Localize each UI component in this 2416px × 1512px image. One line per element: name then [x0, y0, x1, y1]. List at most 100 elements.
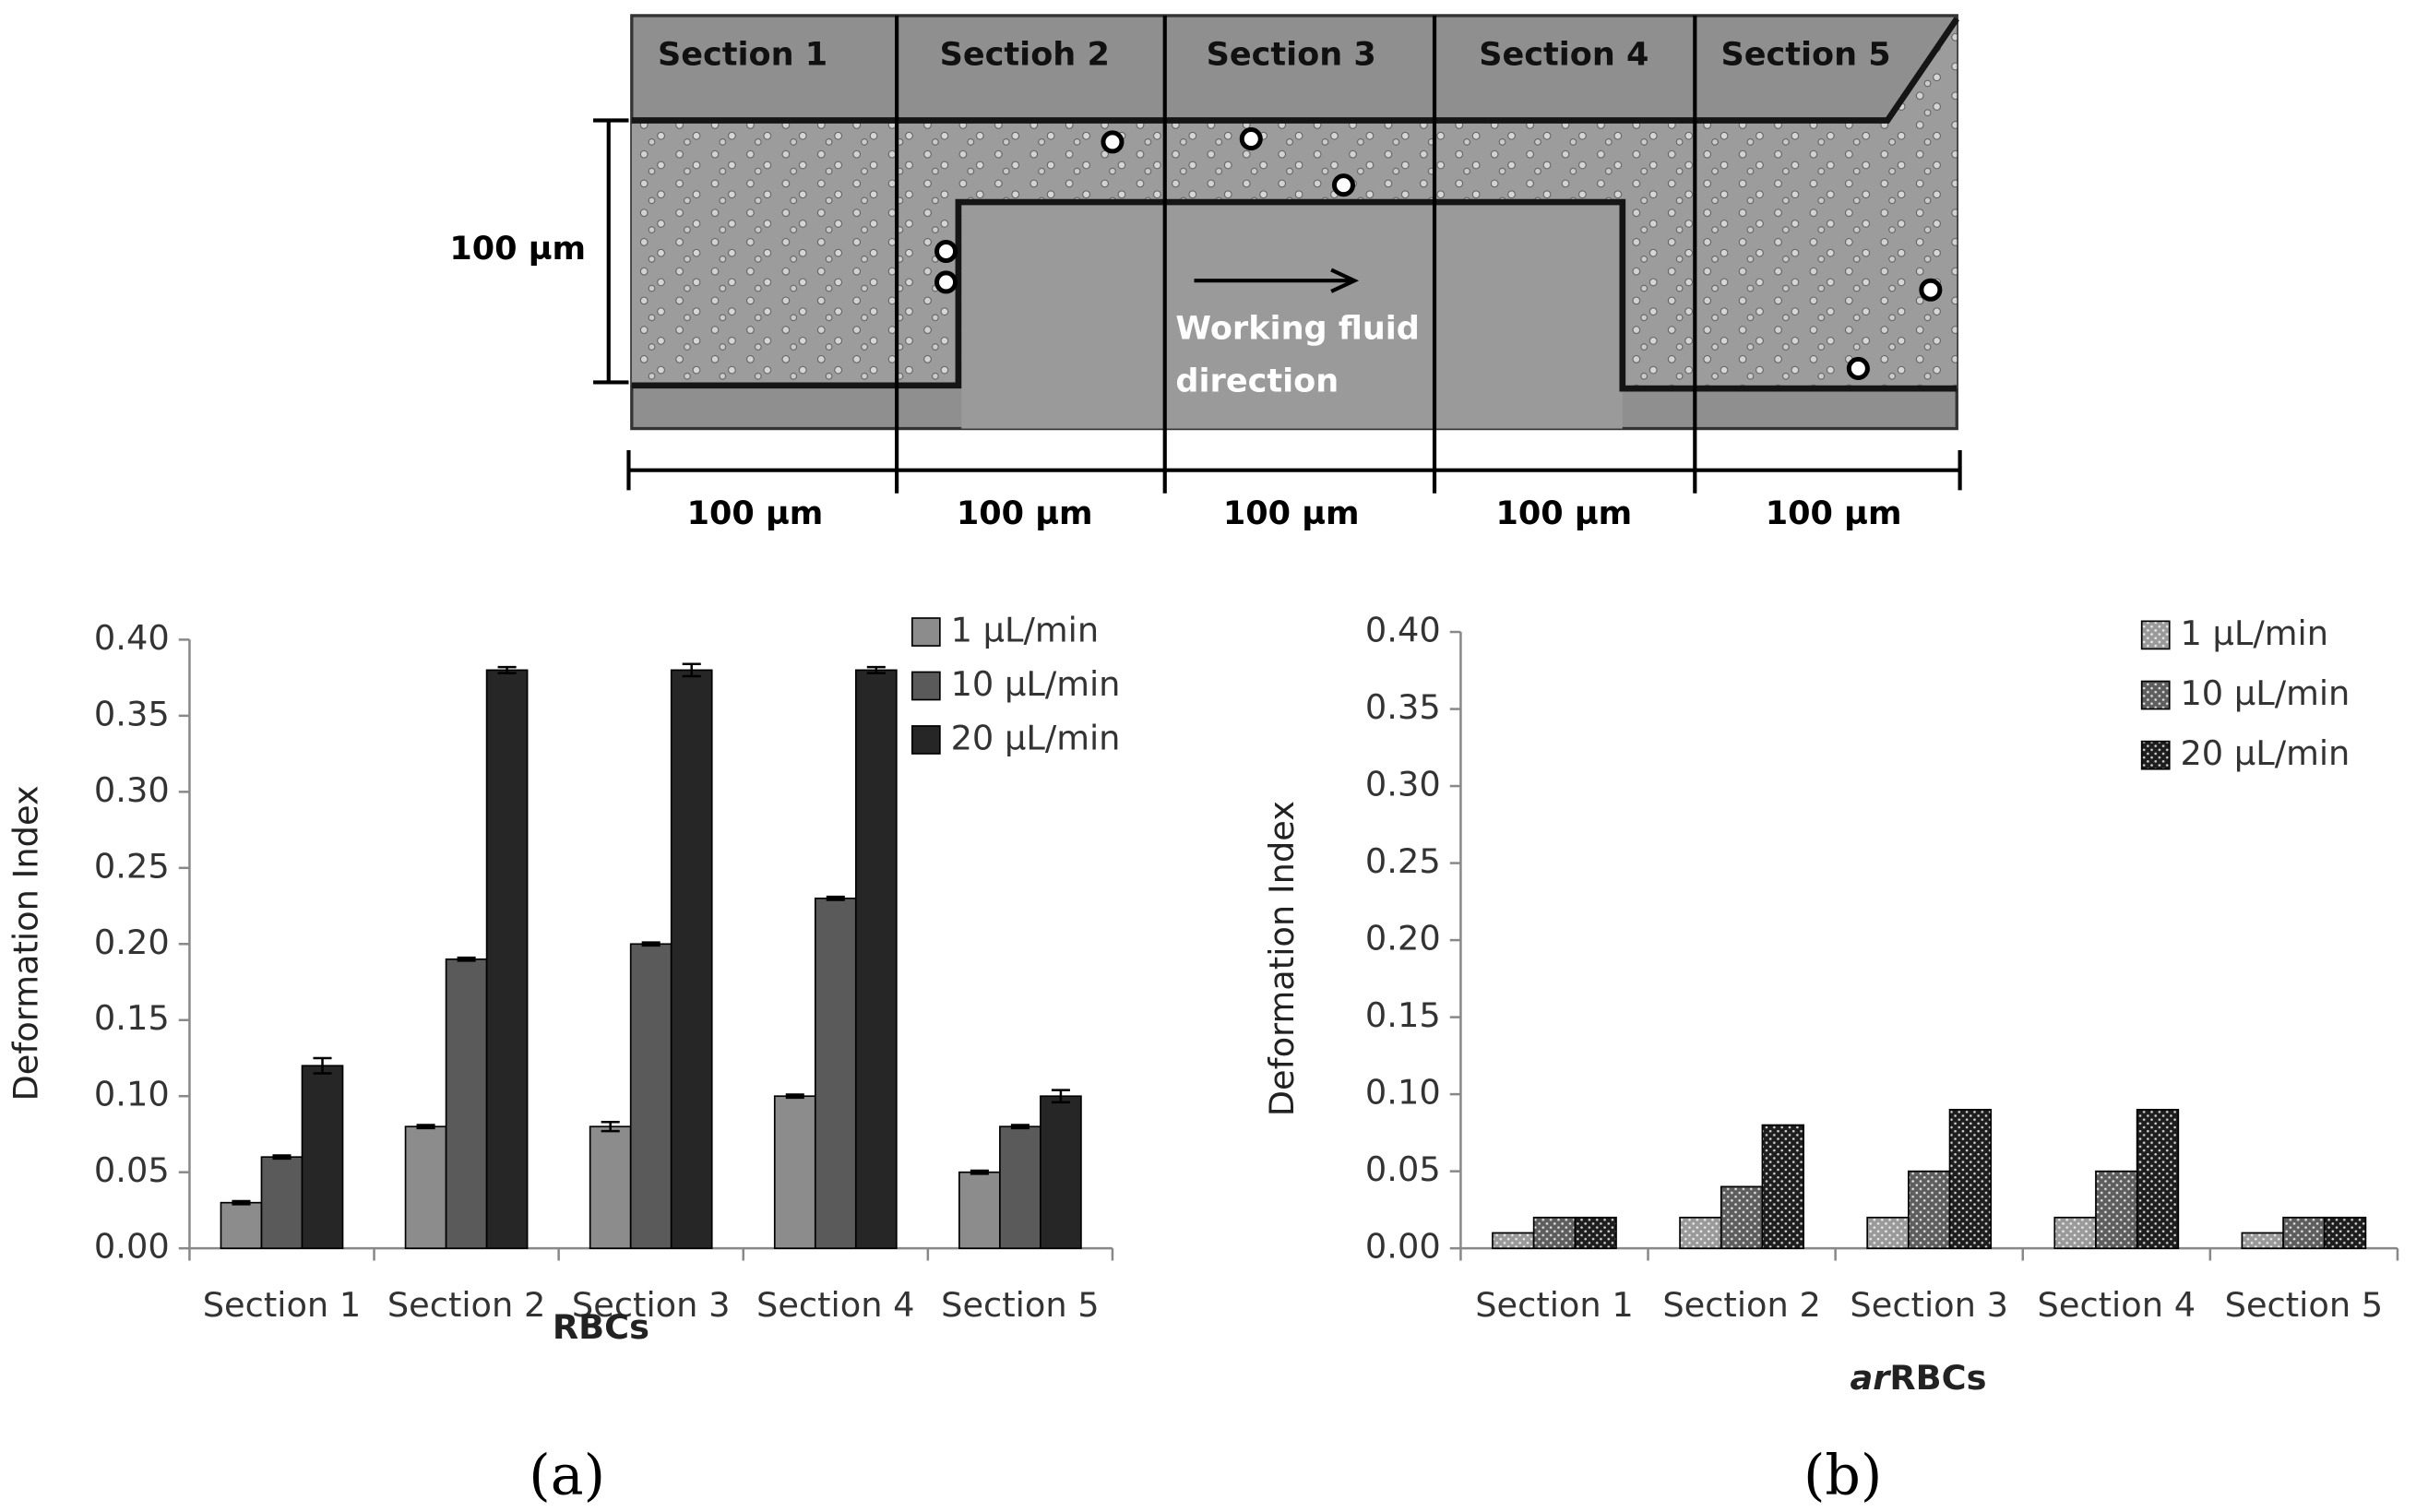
bar: [999, 1125, 1041, 1249]
bar: [1866, 1216, 1910, 1249]
y-tick-label: 0.00: [94, 1227, 170, 1267]
bar: [260, 1156, 303, 1249]
y-tick-label: 0.05: [94, 1150, 170, 1190]
error-bar: [416, 1124, 435, 1130]
x-tick-label: Section 1: [203, 1285, 362, 1325]
bar: [2241, 1232, 2284, 1249]
panel-label: (b): [1803, 1443, 1882, 1507]
x-axis-label-part: ar: [1850, 1358, 1892, 1398]
section-label: Sectioh 2: [940, 35, 1110, 73]
bar: [2053, 1216, 2097, 1249]
channel-outline: [631, 17, 1960, 392]
x-tick-label: Section 2: [1662, 1285, 1821, 1325]
x-tick-label: Section 4: [756, 1285, 915, 1325]
bar: [589, 1125, 632, 1249]
legend-label: 20 µL/min: [2180, 733, 2350, 773]
bar: [2323, 1216, 2367, 1249]
bar: [1948, 1108, 1993, 1249]
error-bar: [641, 941, 661, 947]
y-tick-label: 0.10: [94, 1075, 170, 1114]
error-bar: [457, 956, 476, 962]
bar: [629, 943, 672, 1249]
y-tick-label: 0.20: [1365, 919, 1441, 958]
bar: [854, 669, 898, 1249]
y-axis-label: Deformation Index: [1262, 801, 1302, 1116]
bar: [220, 1201, 263, 1249]
y-tick-label: 0.30: [1365, 765, 1441, 804]
y-axis-label: Deformation Index: [6, 785, 46, 1101]
bar: [670, 669, 713, 1249]
x-axis-label: arRBCs: [1850, 1358, 1986, 1398]
section-dividers: [895, 15, 1697, 494]
legend-swatch: [910, 617, 941, 647]
legend-label: 10 µL/min: [951, 664, 1121, 704]
y-tick-label: 0.15: [1365, 995, 1441, 1035]
legend-label: 20 µL/min: [951, 718, 1121, 757]
y-tick-label: 0.25: [1365, 841, 1441, 881]
error-bar: [272, 1154, 292, 1161]
bar: [1574, 1216, 1617, 1249]
arrow-label: direction: [1175, 362, 1339, 399]
y-tick-label: 0.40: [1365, 611, 1441, 650]
y-tick-label: 0.00: [1365, 1227, 1441, 1267]
x-tick-label: Section 2: [387, 1285, 546, 1325]
width-label: 100 µm: [1766, 494, 1902, 532]
y-tick-label: 0.10: [1365, 1073, 1441, 1113]
bar: [1679, 1216, 1722, 1249]
bar: [1720, 1185, 1764, 1249]
x-axis-label: RBCs: [553, 1307, 649, 1347]
bar: [1492, 1232, 1535, 1249]
y-tick-label: 0.35: [1365, 687, 1441, 727]
bar: [2095, 1170, 2138, 1249]
legend-swatch: [910, 671, 941, 701]
arrow-label: Working fluid: [1175, 310, 1419, 348]
error-bar: [232, 1199, 251, 1206]
legend-swatch: [910, 725, 941, 755]
error-bar: [497, 665, 517, 674]
bar: [1908, 1170, 1951, 1249]
y-tick-label: 0.15: [94, 998, 170, 1038]
legend-swatch: [2140, 740, 2171, 770]
bar: [1532, 1216, 1577, 1249]
width-label: 100 µm: [957, 494, 1093, 532]
bar: [1040, 1095, 1082, 1249]
section-label: Section 5: [1720, 35, 1890, 73]
x-tick-label: Section 3: [572, 1285, 731, 1325]
legend-label: 1 µL/min: [951, 611, 1100, 650]
error-bar: [1010, 1124, 1029, 1130]
bar: [773, 1095, 816, 1249]
legend-swatch: [2140, 680, 2171, 710]
bar: [445, 958, 488, 1249]
x-axis-label-part: RBCs: [553, 1307, 649, 1347]
flow-arrow-head: [1330, 268, 1360, 293]
section-label: Section 3: [1207, 35, 1376, 73]
width-scale-bar: [626, 449, 1962, 491]
error-bar: [1051, 1089, 1070, 1104]
bar: [958, 1171, 1001, 1249]
width-label: 100 µm: [687, 494, 824, 532]
y-tick-label: 0.05: [1365, 1149, 1441, 1189]
bar: [2136, 1108, 2180, 1249]
width-label: 100 µm: [1495, 494, 1632, 532]
section-label: Section 4: [1479, 35, 1648, 73]
height-scale-bar: [593, 118, 629, 385]
error-bar: [970, 1169, 989, 1175]
y-tick-label: 0.20: [94, 923, 170, 962]
bar: [404, 1125, 447, 1249]
channel-wall: [961, 202, 1623, 429]
y-tick-label: 0.30: [94, 770, 170, 810]
section-label: Section 1: [658, 35, 827, 73]
error-bar: [313, 1056, 332, 1075]
error-bar: [682, 662, 701, 678]
x-tick-label: Section 5: [941, 1285, 1100, 1325]
x-tick-label: Section 1: [1475, 1285, 1634, 1325]
width-label: 100 µm: [1223, 494, 1360, 532]
bar: [2282, 1216, 2326, 1249]
bar: [814, 897, 857, 1249]
bubbles: [934, 127, 1943, 380]
x-tick-label: Section 3: [1850, 1285, 2008, 1325]
x-tick-label: Section 5: [2225, 1285, 2384, 1325]
error-bar: [866, 665, 886, 674]
legend-swatch: [2140, 620, 2171, 650]
